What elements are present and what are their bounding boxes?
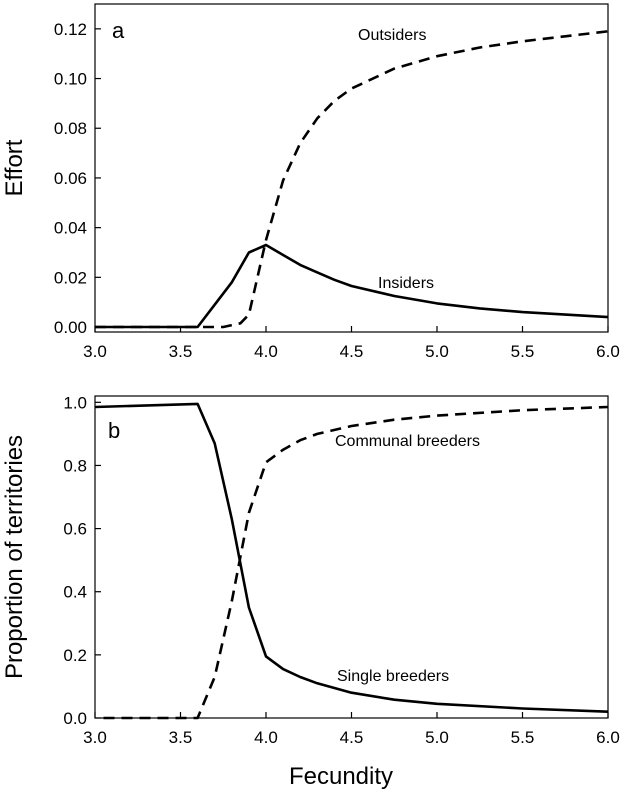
series-label-insiders: Insiders	[378, 275, 434, 292]
series-label-outsiders: Outsiders	[358, 27, 426, 44]
x-tick-label: 5.5	[511, 342, 535, 361]
y-tick-label: 0.00	[54, 318, 87, 337]
x-axis-ticks: 3.0 3.5 4.0 4.5 5.0 5.5 6.0	[83, 326, 620, 361]
series-line-communal-breeders	[103, 405, 609, 720]
y-tick-label: 0.0	[63, 709, 87, 728]
x-tick-label: 5.5	[511, 728, 535, 747]
x-tick-label: 3.0	[83, 342, 107, 361]
y-axis-ticks: 0.0 0.2 0.4 0.6 0.8 1.0	[63, 393, 101, 728]
x-tick-label: 4.5	[340, 342, 364, 361]
y-tick-label: 0.08	[54, 119, 87, 138]
panel-label: a	[112, 18, 125, 43]
series-line-insiders	[95, 243, 609, 329]
y-tick-label: 0.6	[63, 520, 87, 539]
x-tick-label: 6.0	[596, 728, 620, 747]
x-tick-label: 3.5	[169, 342, 193, 361]
y-axis-title: Proportion of territories	[1, 435, 28, 679]
x-axis-ticks: 3.0 3.5 4.0 4.5 5.0 5.5 6.0	[83, 712, 620, 747]
y-tick-label: 0.04	[54, 219, 87, 238]
x-tick-label: 4.0	[254, 342, 278, 361]
panel-a: 0.00 0.02 0.04 0.06 0.08 0.10 0.12 3.0 3.5 4.0 4.…	[1, 3, 620, 361]
y-tick-label: 0.02	[54, 268, 87, 287]
y-tick-label: 1.0	[63, 393, 87, 412]
plot-frame	[94, 3, 609, 333]
x-tick-label: 6.0	[596, 342, 620, 361]
x-tick-label: 5.0	[425, 342, 449, 361]
y-axis-ticks: 0.00 0.02 0.04 0.06 0.08 0.10 0.12	[54, 20, 101, 337]
x-tick-label: 4.0	[254, 728, 278, 747]
y-tick-label: 0.4	[63, 583, 87, 602]
series-layer	[95, 30, 609, 329]
y-tick-label: 0.2	[63, 646, 87, 665]
series-line-single-breeders	[94, 402, 609, 713]
series-layer	[94, 402, 609, 720]
series-line-outsiders	[95, 30, 609, 329]
series-label-communal-breeders: Communal breeders	[335, 433, 480, 450]
y-tick-label: 0.8	[63, 456, 87, 475]
y-tick-label: 0.06	[54, 169, 87, 188]
y-axis-title: Effort	[1, 139, 28, 196]
x-tick-label: 5.0	[425, 728, 449, 747]
panel-b: 0.0 0.2 0.4 0.6 0.8 1.0 3.0 3.5 4.0 4.5 5.0 5.5 6.0…	[1, 393, 620, 790]
x-tick-label: 3.0	[83, 728, 107, 747]
x-axis-title: Fecundity	[289, 763, 393, 790]
x-tick-label: 4.5	[340, 728, 364, 747]
panel-label: b	[108, 418, 120, 443]
y-tick-label: 0.12	[54, 20, 87, 39]
y-tick-label: 0.10	[54, 70, 87, 89]
series-label-single-breeders: Single breeders	[337, 668, 449, 685]
x-tick-label: 3.5	[169, 728, 193, 747]
